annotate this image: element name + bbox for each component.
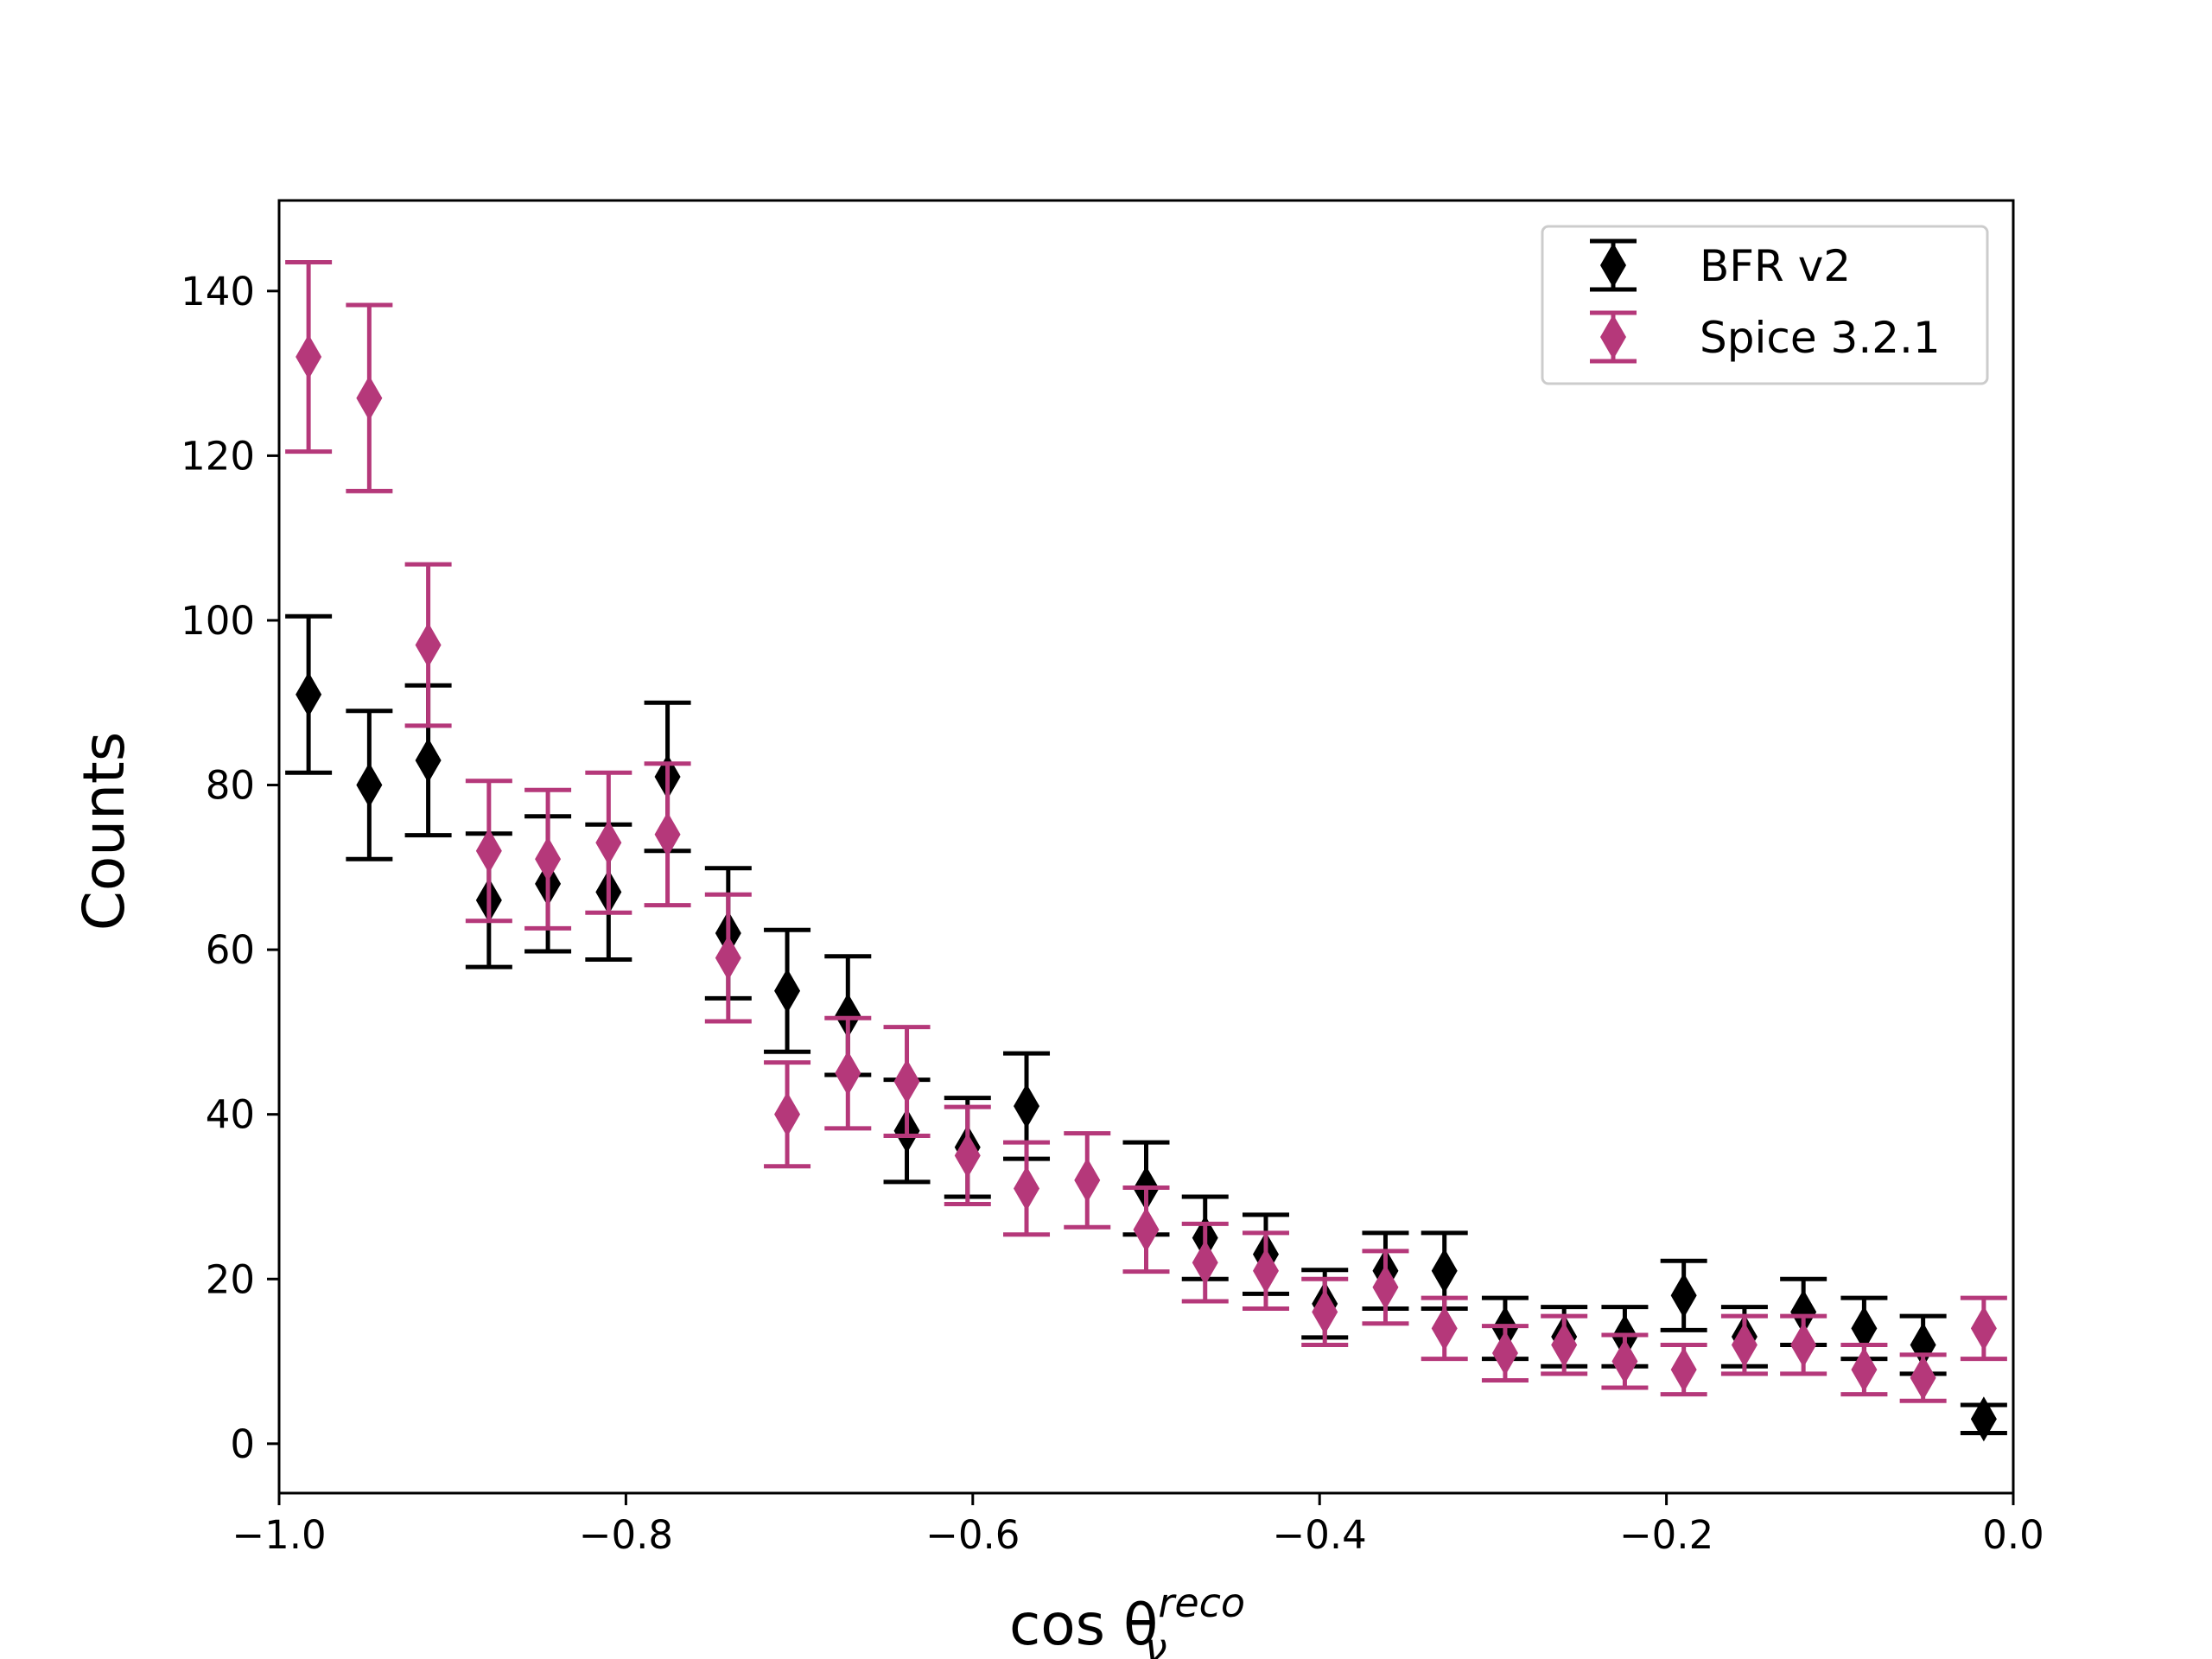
data-point [654, 811, 681, 857]
x-tick-label: −1.0 [232, 1512, 326, 1558]
data-point [595, 820, 622, 866]
data-point [356, 375, 383, 421]
data-point [415, 622, 442, 668]
plot-frame [277, 199, 2015, 1495]
data-point [415, 737, 442, 783]
data-point [1670, 1347, 1697, 1393]
data-point [1970, 1396, 1997, 1442]
data-point [1970, 1306, 1997, 1351]
data-point [893, 1058, 920, 1104]
data-point [835, 1051, 861, 1096]
data-point [1133, 1207, 1160, 1253]
data-point [1252, 1248, 1279, 1294]
data-marks [285, 259, 2007, 1442]
legend-label: Spice 3.2.1 [1700, 313, 1941, 363]
data-point [356, 762, 383, 808]
y-tick-label: 60 [206, 927, 255, 973]
y-tick-label: 80 [206, 763, 255, 809]
data-point [954, 1133, 981, 1179]
data-point [1491, 1331, 1518, 1376]
data-point [1014, 1084, 1040, 1129]
x-title-base: cos θ [1009, 1592, 1158, 1658]
data-point [1431, 1248, 1458, 1294]
data-point [1611, 1338, 1638, 1384]
legend-marker [1600, 315, 1626, 359]
x-axis-title: cos θreco ν [1009, 1580, 1245, 1659]
data-point [1851, 1347, 1878, 1393]
data-point [1790, 1322, 1817, 1368]
legend: BFR v2 Spice 3.2.1 [1541, 225, 1989, 385]
axes: −1.0 −0.8 −0.6 −0.4 −0.2 0.0 0 20 40 60 80 100 120 14… [181, 199, 2044, 1558]
data-point [1192, 1240, 1218, 1286]
y-tick-label: 0 [230, 1421, 255, 1467]
y-tick-label: 20 [206, 1256, 255, 1302]
data-point [1790, 1289, 1817, 1335]
x-tick-label: −0.8 [579, 1512, 673, 1558]
data-point [835, 993, 861, 1039]
x-tick-label: −0.2 [1619, 1512, 1713, 1558]
data-point [1910, 1355, 1936, 1401]
legend-entry: BFR v2 [1590, 238, 1851, 292]
x-tick-label: −0.6 [925, 1512, 1020, 1558]
x-tick-label: −0.4 [1273, 1512, 1367, 1558]
data-point [1014, 1166, 1040, 1211]
data-point [1372, 1264, 1399, 1310]
data-point [1670, 1273, 1697, 1319]
data-point [715, 935, 741, 981]
data-point [296, 671, 322, 717]
x-title-superscript: reco [1158, 1580, 1245, 1626]
series-2 [285, 259, 2007, 1403]
data-point [1551, 1322, 1578, 1368]
legend-box [1541, 225, 1989, 385]
data-point [1312, 1289, 1338, 1335]
y-tick-label: 120 [181, 433, 255, 479]
legend-entry: Spice 3.2.1 [1590, 310, 1941, 364]
legend-marker [1600, 243, 1626, 288]
data-point [296, 334, 322, 380]
data-point [774, 968, 801, 1014]
legend-label: BFR v2 [1700, 241, 1851, 291]
data-point [475, 828, 502, 874]
data-point [1851, 1306, 1878, 1351]
x-tick-label: 0.0 [1982, 1512, 2044, 1558]
x-title-subscript: ν [1145, 1624, 1167, 1659]
y-tick-label: 40 [206, 1092, 255, 1138]
data-point [1731, 1322, 1758, 1368]
data-point [1074, 1157, 1101, 1203]
y-tick-label: 140 [181, 269, 255, 315]
data-point [1431, 1306, 1458, 1351]
y-tick-label: 100 [181, 598, 255, 644]
data-point [774, 1091, 801, 1137]
y-axis-title: Counts [71, 732, 137, 931]
data-point [535, 836, 562, 882]
